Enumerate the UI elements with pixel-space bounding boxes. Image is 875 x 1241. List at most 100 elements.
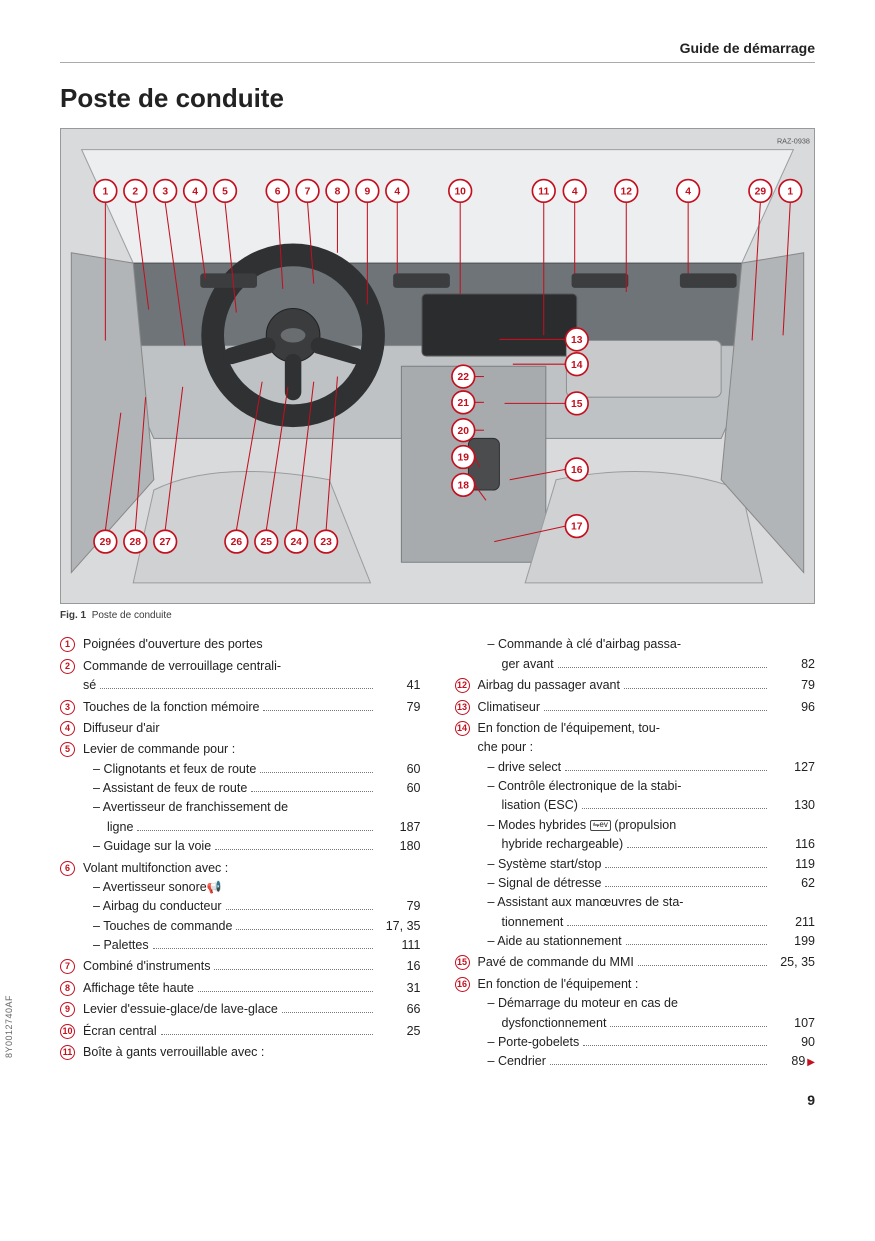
svg-text:8: 8 xyxy=(335,186,341,197)
index-line: hybride rechargeable)116 xyxy=(488,835,816,854)
index-line: che pour : xyxy=(478,738,816,757)
index-entry: 16En fonction de l'équipement :Démarrage… xyxy=(455,975,816,1072)
header-title: Guide de démarrage xyxy=(60,40,815,63)
page-ref: 96 xyxy=(771,698,815,717)
page-ref: 89▶ xyxy=(771,1052,815,1071)
index-text: ligne xyxy=(93,818,133,837)
svg-text:13: 13 xyxy=(571,335,583,346)
figure: RAZ-093812345678941011412429129282726252… xyxy=(60,128,815,604)
index-entry: 9 Levier d'essuie-glace/de lave-glace 66 xyxy=(60,1000,421,1019)
index-text: Aide au stationnement xyxy=(488,932,622,951)
index-line: drive select127 xyxy=(488,758,816,777)
index-text: Combiné d'instruments xyxy=(83,957,210,976)
index-text: Poignées d'ouverture des portes xyxy=(83,635,263,654)
svg-text:29: 29 xyxy=(755,186,767,197)
index-entry: 4Diffuseur d'air xyxy=(60,719,421,738)
index-text: Signal de détresse xyxy=(488,874,602,893)
index-text: dysfonctionnement xyxy=(488,1014,607,1033)
page-ref: 211 xyxy=(771,913,815,932)
index-text: Contrôle électronique de la stabi- xyxy=(488,777,682,796)
index-text: sé xyxy=(83,676,96,695)
entry-number-badge: 7 xyxy=(60,959,75,974)
index-entry: 1 Poignées d'ouverture des portes xyxy=(60,635,421,654)
svg-text:RAZ-0938: RAZ-0938 xyxy=(777,136,810,145)
index-line: Démarrage du moteur en cas de xyxy=(488,994,816,1013)
index-line: Aide au stationnement 199 xyxy=(488,932,816,951)
index-text: Avertisseur sonore 📢 xyxy=(93,878,222,897)
svg-text:19: 19 xyxy=(458,453,470,464)
entry-number-badge: 14 xyxy=(455,721,470,736)
svg-text:6: 6 xyxy=(275,186,281,197)
svg-text:23: 23 xyxy=(320,537,332,548)
index-text: Levier de commande pour : xyxy=(83,740,235,759)
index-line: Assistant de feux de route60 xyxy=(93,779,421,798)
svg-text:14: 14 xyxy=(571,360,583,371)
index-line: Boîte à gants verrouillable avec : xyxy=(83,1043,421,1062)
svg-text:4: 4 xyxy=(192,186,198,197)
index-text: En fonction de l'équipement : xyxy=(478,975,639,994)
index-line: Levier d'essuie-glace/de lave-glace 66 xyxy=(83,1000,421,1019)
index-text: Palettes xyxy=(93,936,149,955)
index-text: Boîte à gants verrouillable avec : xyxy=(83,1043,264,1062)
index-line: Pavé de commande du MMI25, 35 xyxy=(478,953,816,972)
page-ref: 66 xyxy=(377,1000,421,1019)
svg-text:25: 25 xyxy=(261,537,273,548)
svg-text:28: 28 xyxy=(130,537,142,548)
index-text: Clignotants et feux de route xyxy=(93,760,256,779)
index-entry: 12 Airbag du passager avant79 xyxy=(455,676,816,695)
right-column: Commande à clé d'airbag passa-ger avant8… xyxy=(455,635,816,1073)
index-line: ligne187 xyxy=(93,818,421,837)
entry-number-badge: 9 xyxy=(60,1002,75,1017)
index-columns: 1 Poignées d'ouverture des portes 2 Command… xyxy=(60,635,815,1073)
svg-text:26: 26 xyxy=(231,537,243,548)
svg-text:16: 16 xyxy=(571,465,583,476)
index-line: tionnement211 xyxy=(488,913,816,932)
svg-text:7: 7 xyxy=(305,186,311,197)
svg-text:11: 11 xyxy=(538,186,549,197)
index-text: Avertisseur de franchissement de xyxy=(93,798,288,817)
page-number: 9 xyxy=(60,1092,815,1108)
index-text: Climatiseur xyxy=(478,698,541,717)
page-ref: 90 xyxy=(771,1033,815,1052)
entry-number-badge: 10 xyxy=(60,1024,75,1039)
entry-number-badge: 3 xyxy=(60,700,75,715)
entry-number-badge: 1 xyxy=(60,637,75,652)
index-line: Palettes111 xyxy=(93,936,421,955)
svg-text:27: 27 xyxy=(159,537,171,548)
index-line: Combiné d'instruments16 xyxy=(83,957,421,976)
index-line: Avertisseur sonore 📢 xyxy=(93,878,421,897)
index-entry: 10 Écran central25 xyxy=(60,1022,421,1041)
index-line: Volant multifonction avec : xyxy=(83,859,421,878)
index-line: Contrôle électronique de la stabi- xyxy=(488,777,816,796)
index-line: Airbag du conducteur79 xyxy=(93,897,421,916)
index-line: Levier de commande pour : xyxy=(83,740,421,759)
index-line: Commande de verrouillage centrali- xyxy=(83,657,421,676)
page-ref: 199 xyxy=(771,932,815,951)
index-text: Levier d'essuie-glace/de lave-glace xyxy=(83,1000,278,1019)
cockpit-diagram: RAZ-093812345678941011412429129282726252… xyxy=(61,129,814,603)
entry-number-badge: 2 xyxy=(60,659,75,674)
index-line: Assistant aux manœuvres de sta- xyxy=(488,893,816,912)
index-entry: 6Volant multifonction avec :Avertisseur … xyxy=(60,859,421,956)
svg-text:18: 18 xyxy=(458,480,470,491)
index-line: lisation (ESC)130 xyxy=(488,796,816,815)
index-entry: 2Commande de verrouillage centrali-sé41 xyxy=(60,657,421,696)
index-text: hybride rechargeable) xyxy=(488,835,624,854)
svg-text:9: 9 xyxy=(364,186,370,197)
index-line: Commande à clé d'airbag passa- xyxy=(488,635,816,654)
index-entry: Commande à clé d'airbag passa-ger avant8… xyxy=(455,635,816,674)
index-text: Assistant aux manœuvres de sta- xyxy=(488,893,684,912)
index-line: Avertisseur de franchissement de xyxy=(93,798,421,817)
entry-number-badge: 12 xyxy=(455,678,470,693)
index-text: Touches de commande xyxy=(93,917,232,936)
page-ref: 25 xyxy=(377,1022,421,1041)
index-text: Porte-gobelets xyxy=(488,1033,580,1052)
entry-number-badge: 11 xyxy=(60,1045,75,1060)
index-line: Climatiseur 96 xyxy=(478,698,816,717)
svg-text:1: 1 xyxy=(102,186,108,197)
index-line: Airbag du passager avant79 xyxy=(478,676,816,695)
index-line: Affichage tête haute31 xyxy=(83,979,421,998)
index-line: Cendrier89▶ xyxy=(488,1052,816,1071)
index-line: Écran central25 xyxy=(83,1022,421,1041)
index-line: Diffuseur d'air xyxy=(83,719,421,738)
